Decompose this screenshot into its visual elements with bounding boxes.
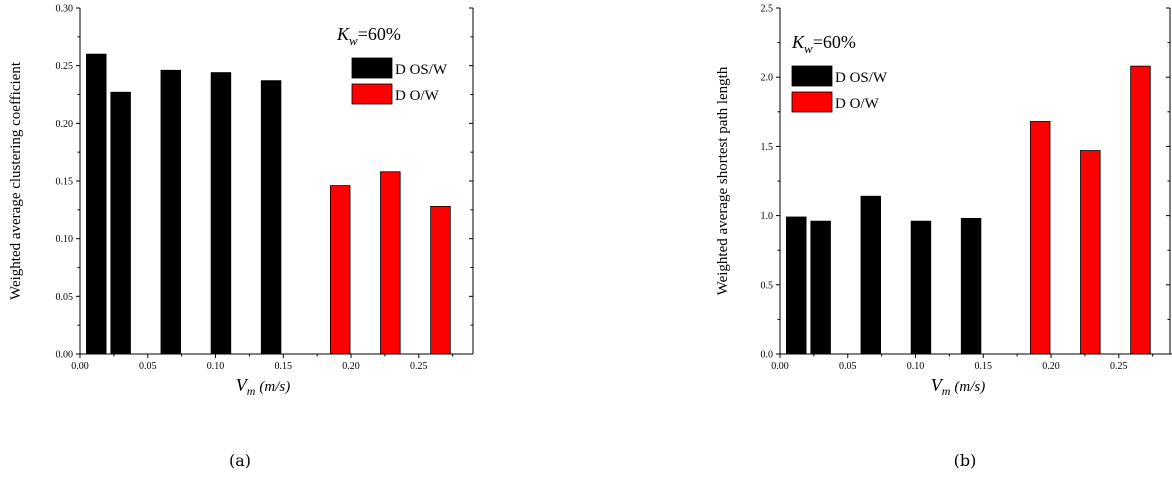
bar-dosw-3 (160, 69, 182, 355)
kw-subscript: w (804, 41, 813, 56)
x-axis-var: V (931, 375, 944, 395)
x-tick-label: 0.20 (1042, 361, 1060, 372)
x-tick-label: 0.10 (907, 361, 925, 372)
legend-label-dow: D O/W (395, 88, 440, 104)
y-tick-label: 0.30 (56, 4, 74, 15)
bar-dosw-5 (960, 217, 982, 355)
x-axis-sub: m (942, 384, 951, 398)
y-axis-title: Weighted average clustering coefficient (8, 61, 24, 300)
kw-annotation: Kw=60% (791, 32, 856, 56)
y-tick-label: 0.05 (56, 292, 74, 303)
bar-dow-1 (1029, 121, 1051, 355)
kw-subscript: w (349, 33, 358, 48)
legend-swatch-dosw (791, 65, 833, 87)
x-axis-title: Vm (m/s) (931, 375, 986, 398)
legend-label-dosw: D OS/W (395, 62, 448, 78)
y-tick-label: 2.0 (761, 73, 774, 84)
x-tick-label: 0.15 (975, 361, 993, 372)
y-tick-label: 0.10 (56, 234, 74, 245)
x-tick-label: 0.20 (342, 361, 360, 372)
bar-dosw-2 (810, 220, 831, 355)
bar-dosw-4 (910, 220, 932, 355)
x-tick-label: 0.00 (771, 361, 789, 372)
x-tick-label: 0.15 (275, 361, 293, 372)
y-tick-label: 0.20 (56, 119, 74, 130)
y-tick-label: 1.0 (761, 211, 774, 222)
bar-dosw-5 (260, 80, 282, 355)
bar-dosw-2 (110, 91, 131, 355)
subfigure-label: (a) (229, 451, 251, 470)
x-tick-label: 0.05 (139, 361, 157, 372)
x-tick-label: 0.25 (1110, 361, 1128, 372)
y-tick-label: 0.5 (761, 280, 774, 291)
bar-dosw-1 (786, 216, 807, 355)
chart-a: 0.00 0.05 0.10 0.15 0.20 0.25 0.00 0.05 0.10 0.15… (8, 4, 474, 470)
legend-swatch-dow (791, 91, 833, 113)
kw-value: =60% (813, 32, 856, 52)
x-tick-label: 0.05 (839, 361, 857, 372)
legend: D OS/W D O/W (351, 57, 448, 105)
y-tick-label: 0.00 (56, 350, 74, 361)
y-tick-label: 0.15 (56, 177, 74, 188)
x-axis-var: V (236, 375, 249, 395)
y-tick-label: 1.5 (761, 142, 774, 153)
y-tick-label: 2.5 (761, 4, 774, 15)
bar-dosw-1 (86, 53, 107, 355)
x-tick-label: 0.00 (71, 361, 89, 372)
kw-symbol: K (791, 32, 805, 52)
x-axis-title: Vm (m/s) (236, 375, 291, 398)
y-tick-label: 0.0 (761, 350, 774, 361)
legend-label-dosw: D OS/W (835, 70, 888, 86)
bar-dosw-3 (860, 195, 882, 355)
kw-symbol: K (336, 24, 350, 44)
x-tick-label: 0.25 (410, 361, 428, 372)
x-axis-unit: (m/s) (259, 379, 290, 395)
y-axis-title: Weighted average shortest path length (715, 66, 731, 295)
x-axis-unit: (m/s) (954, 379, 985, 395)
bar-dosw-4 (210, 72, 232, 355)
legend-swatch-dow (351, 83, 393, 105)
legend-swatch-dosw (351, 57, 393, 79)
bar-dow-2 (380, 171, 401, 355)
x-axis-sub: m (247, 384, 256, 398)
bar-dow-3 (430, 205, 451, 355)
legend: D OS/W D O/W (791, 65, 888, 113)
y-tick-label: 0.25 (56, 61, 74, 72)
chart-b: 0.00 0.05 0.10 0.15 0.20 0.25 0.0 0.5 1.0 1.5 2.0 2… (715, 4, 1172, 470)
kw-annotation: Kw=60% (336, 24, 401, 48)
bar-dow-3 (1130, 65, 1151, 355)
legend-label-dow: D O/W (835, 96, 880, 112)
bar-dow-2 (1080, 150, 1101, 355)
x-tick-label: 0.10 (207, 361, 225, 372)
kw-value: =60% (358, 24, 401, 44)
subfigure-label: (b) (954, 451, 977, 470)
bar-dow-1 (329, 185, 351, 355)
